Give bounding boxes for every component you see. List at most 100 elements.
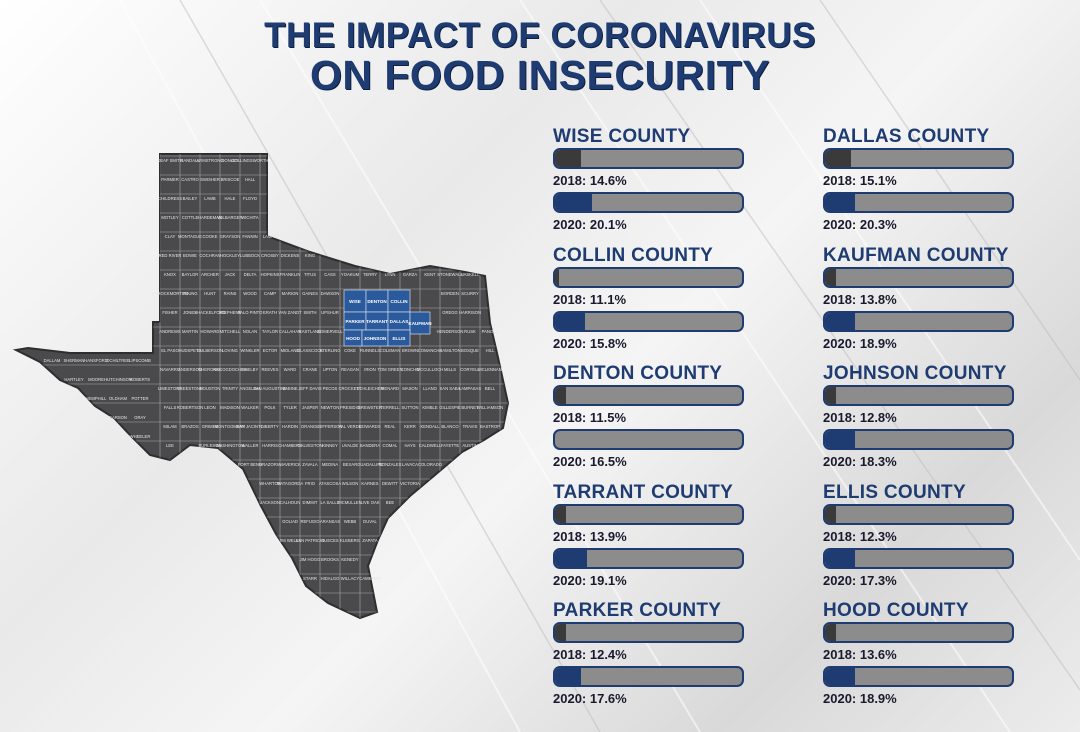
county-label: KNOX [164,272,176,277]
county-label: ANDERSON [178,367,202,372]
county-label: LYNN [385,272,396,277]
county-label: KIMBLE [422,405,438,410]
county-label: BLANCO [441,424,459,429]
county-label: MONTAGUE [178,234,202,239]
county-label: PECOS [323,386,338,391]
county-label: ARCHER [201,272,219,277]
county-label: LIVE OAK [360,500,379,505]
county-label: MADISON [220,405,240,410]
county-label: MARION [282,291,299,296]
county-card-ellis-county: ELLIS COUNTY 2018: 12.3% 2020: 17.3% [823,482,1018,592]
county-label: MILAM [163,424,177,429]
county-label: MITCHELL [220,329,241,334]
bar-2018 [555,506,567,523]
county-label: COLEMAN [380,348,401,353]
county-label: DICKENS [281,253,300,258]
county-label: OLDHAM [109,396,127,401]
county-label: PANOLA [482,329,499,334]
data-label-2018: 2018: 11.1% [553,292,627,307]
county-label: TRINITY [222,386,238,391]
county-label: HARDIN [282,424,298,429]
county-label: GALVESTON [297,443,322,448]
county-label: EASTLAND [299,329,321,334]
bar-2018 [825,387,837,404]
county-label: COLLINGSWORTH [232,158,269,163]
county-label: GLASSCOCK [297,348,323,353]
county-kaufman [409,311,431,335]
county-label: BELL [485,386,496,391]
county-label: LOVING [222,348,238,353]
county-label: RANDALL [180,158,200,163]
bar-2020 [555,550,587,567]
county-name: KAUFMAN COUNTY [823,245,1009,266]
county-card-dallas-county: DALLAS COUNTY 2018: 15.1% 2020: 20.3% [823,126,1018,236]
county-label: BROWN [402,348,418,353]
data-label-2020: 2020: 19.1% [553,573,627,588]
county-label: JIM WELLS [279,538,301,543]
county-label: NACOGDOCHES [213,367,246,372]
data-label-2020: 2020: 20.1% [553,217,627,232]
county-label: RAINS [224,291,237,296]
county-label: STONEWALL [437,272,463,277]
county-label: COLORADO [418,462,443,467]
county-label: SAN AUGUSTINE [253,386,287,391]
county-label: BRAZORIA [259,462,281,467]
county-label: FAYETTE [441,443,460,448]
data-label-2020: 2020: 18.3% [823,454,897,469]
bar-2018 [555,387,567,404]
county-label: GILLESPIE [439,405,461,410]
county-label: WALLER [241,443,258,448]
bar-track-2018 [823,622,1014,643]
data-label-2020: 2020: 15.8% [553,336,627,351]
bar-track-2020 [823,548,1014,569]
county-label: RUNNELS [360,348,380,353]
bar-track-2018 [553,622,744,643]
county-label: BEE [386,500,395,505]
county-card-parker-county: PARKER COUNTY 2018: 12.4% 2020: 17.6% [553,600,748,710]
page-title-line-1: THE IMPACT OF CORONAVIRUS [264,16,816,55]
county-label: BOWIE [183,253,197,258]
county-label: CROCKETT [338,386,361,391]
county-label: COTTLE [182,215,199,220]
county-label: FRANKLIN [280,272,301,277]
county-label: HALE [225,196,236,201]
county-name: PARKER COUNTY [553,600,722,621]
bar-2018 [825,269,837,286]
county-label: WILLACY [341,576,360,581]
county-label: AUSTIN [462,443,477,448]
county-label: LEE [166,443,174,448]
county-label: ECTOR [263,348,278,353]
data-label-2018: 2018: 13.8% [823,292,897,307]
county-label: SHERMAN [64,358,85,363]
county-name: DENTON COUNTY [553,363,723,384]
county-card-denton-county: DENTON COUNTY 2018: 11.5% 2020: 16.5% [553,363,748,473]
county-label: BOSQUE [461,348,479,353]
bar-track-2020 [553,311,744,332]
bar-2020 [825,668,855,685]
county-name: WISE COUNTY [553,126,691,147]
county-label: STARR [303,576,317,581]
bar-track-2018 [553,504,744,525]
county-label: OCHILTREE [106,358,130,363]
county-label: GUADALUPE [357,462,383,467]
county-label: VAN ZANDT [278,310,302,315]
county-label: ANDREWS [159,329,181,334]
highlight-county-label: TARRANT [366,319,388,324]
county-label: FORT BEND [238,462,262,467]
county-label: WARD [284,367,297,372]
county-label: CONCHO [401,367,420,372]
bar-track-2018 [823,385,1014,406]
county-label: REEVES [262,367,279,372]
bar-2020 [825,313,855,330]
county-label: WOOD [243,291,257,296]
county-label: TOM GREEN [377,367,402,372]
county-label: MATAGORDA [277,481,304,486]
county-label: WILLIAMSON [477,405,503,410]
county-label: REAGAN [341,367,359,372]
county-label: HAMILTON [439,348,460,353]
county-name: TARRANT COUNTY [553,482,734,503]
highlight-county-label: JOHNSON [364,336,387,341]
county-label: CAMERON [359,576,380,581]
data-label-2018: 2018: 14.6% [553,173,627,188]
county-label: MAVERICK [279,462,301,467]
